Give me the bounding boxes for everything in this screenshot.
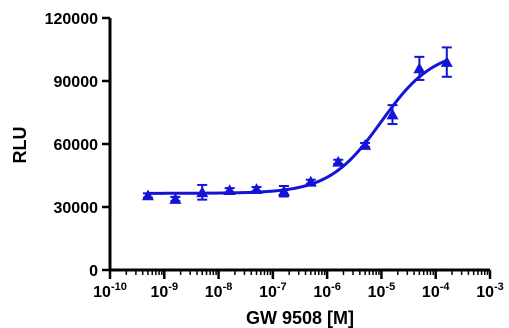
x-tick-label: 10-10: [93, 281, 127, 301]
x-tick-label: 10-6: [313, 281, 341, 301]
fit-curve: [147, 59, 448, 195]
y-axis-ticks: 0 30000 60000 90000 120000: [45, 11, 110, 280]
data-points-layer: [141, 46, 453, 204]
data-point-triangle: [250, 183, 263, 194]
x-axis-label: GW 9508 [M]: [246, 308, 354, 328]
x-tick-label: 10-3: [476, 281, 504, 301]
plot-area: [108, 18, 490, 272]
data-point-triangle: [440, 56, 453, 67]
data-point-triangle: [141, 189, 154, 201]
x-axis-ticks: 10-10 10-9 10-8 10-7 10-6 10-5 10-4 10-3: [93, 270, 504, 301]
x-tick-label: 10-5: [368, 281, 396, 301]
y-tick-label: 0: [89, 263, 98, 280]
y-tick-label: 120000: [45, 11, 98, 28]
x-tick-label: 10-8: [205, 281, 233, 301]
y-tick-label: 30000: [54, 200, 99, 217]
y-tick-label: 60000: [54, 137, 99, 154]
data-point-triangle: [386, 108, 399, 120]
data-point-triangle: [277, 185, 290, 197]
x-tick-label: 10-4: [422, 281, 450, 301]
data-point-triangle: [413, 62, 426, 74]
data-point-triangle: [169, 193, 182, 204]
fit-curve-layer: [147, 59, 448, 195]
data-point-triangle: [332, 155, 345, 167]
data-point-triangle: [223, 184, 236, 195]
y-axis-label: RLU: [10, 127, 30, 164]
x-tick-label: 10-7: [259, 281, 287, 301]
x-tick-label: 10-9: [150, 281, 178, 301]
data-point-triangle: [304, 175, 317, 187]
y-tick-label: 90000: [54, 74, 99, 91]
data-point-triangle: [359, 139, 372, 150]
data-point-triangle: [196, 186, 209, 198]
